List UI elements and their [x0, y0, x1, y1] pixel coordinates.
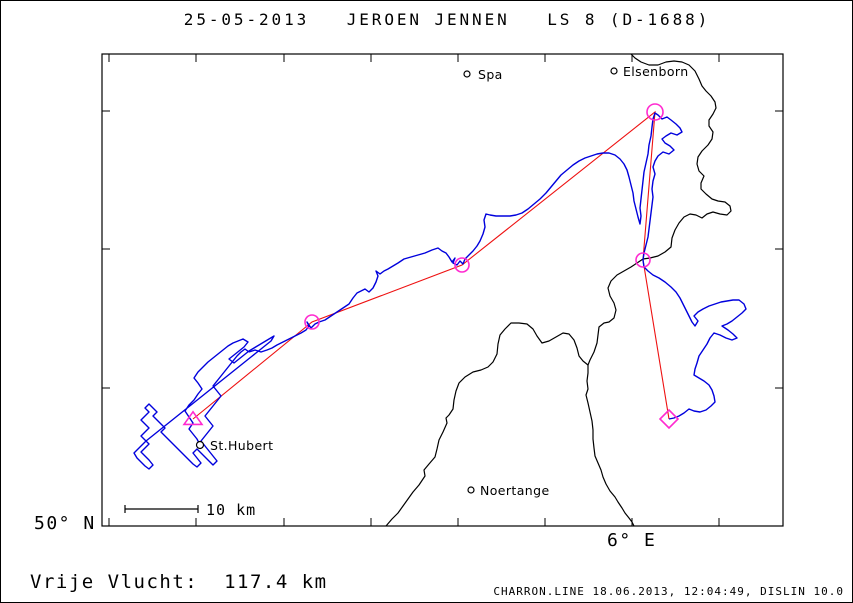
place-label-elsenborn: Elsenborn	[623, 64, 689, 79]
flight-distance-text: Vrije Vlucht: 117.4 km	[30, 571, 328, 593]
place-marker	[463, 70, 471, 78]
place-label-spa: Spa	[478, 67, 503, 82]
program-credit-text: CHARRON.LINE 18.06.2013, 12:04:49, DISLI…	[493, 585, 844, 598]
country-border	[385, 322, 589, 527]
place-label-noertange: Noertange	[480, 483, 550, 498]
start-marker-triangle	[182, 410, 204, 426]
turnpoint-marker-circle	[635, 252, 651, 268]
country-border	[585, 365, 635, 527]
task-legs-line	[192, 110, 670, 420]
scalebar-label: 10 km	[206, 501, 257, 519]
map-frame	[101, 53, 784, 527]
place-marker	[195, 440, 205, 450]
page-title: 25-05-2013 JEROEN JENNEN LS 8 (D-1688)	[183, 10, 711, 29]
turnpoint-marker-circle	[304, 314, 320, 330]
place-marker	[610, 67, 618, 75]
finish-marker-diamond	[658, 408, 680, 430]
latitude-label: 50° N	[34, 513, 96, 534]
turnpoint-marker-circle	[454, 257, 470, 273]
flight-track	[248, 112, 747, 420]
place-marker	[467, 486, 475, 494]
place-label-sthubert: St.Hubert	[210, 438, 274, 453]
country-border	[587, 53, 732, 366]
flight-track	[133, 335, 275, 470]
longitude-label: 6° E	[607, 530, 657, 551]
turnpoint-marker-circle	[646, 103, 664, 121]
